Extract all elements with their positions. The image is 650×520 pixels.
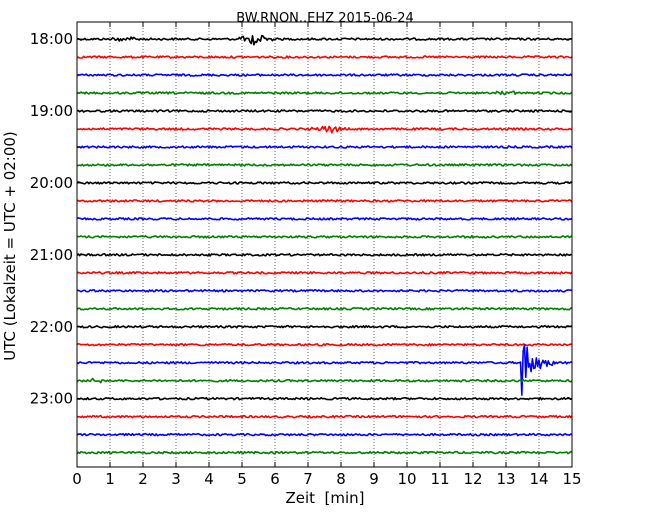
x-tick-label: 7 bbox=[303, 470, 313, 488]
x-tick-label: 9 bbox=[369, 470, 379, 488]
trace-1830 bbox=[76, 73, 573, 77]
trace-2345 bbox=[76, 450, 573, 455]
x-tick-label: 10 bbox=[397, 470, 416, 488]
y-tick-label: 21:00 bbox=[30, 246, 73, 264]
x-tick-label: 3 bbox=[171, 470, 181, 488]
plot-frame bbox=[76, 21, 573, 468]
trace-2145 bbox=[76, 306, 573, 311]
x-tick-label: 14 bbox=[529, 470, 548, 488]
trace-1900 bbox=[76, 109, 573, 113]
trace-2030 bbox=[76, 217, 573, 221]
x-axis-label: Zeit [min] bbox=[285, 489, 365, 507]
y-tick-label: 23:00 bbox=[30, 390, 73, 408]
trace-1800 bbox=[76, 34, 573, 46]
x-tick-label: 6 bbox=[270, 470, 280, 488]
x-tick-label: 15 bbox=[562, 470, 581, 488]
x-tick-label: 4 bbox=[204, 470, 214, 488]
trace-2100 bbox=[76, 253, 573, 257]
x-tick-label: 8 bbox=[336, 470, 346, 488]
trace-1845 bbox=[76, 90, 573, 96]
trace-2330 bbox=[76, 432, 573, 437]
trace-1930 bbox=[76, 145, 573, 149]
trace-1945 bbox=[76, 163, 573, 167]
y-tick-label: 20:00 bbox=[30, 174, 73, 192]
trace-2215 bbox=[76, 342, 573, 347]
x-tick-label: 5 bbox=[237, 470, 247, 488]
trace-2000 bbox=[76, 181, 573, 185]
y-tick-label: 19:00 bbox=[30, 102, 73, 120]
x-tick-label: 11 bbox=[430, 470, 449, 488]
trace-2315 bbox=[76, 414, 573, 419]
x-tick-label: 2 bbox=[138, 470, 148, 488]
trace-2045 bbox=[76, 235, 573, 239]
x-tick-label: 0 bbox=[72, 470, 82, 488]
trace-2115 bbox=[76, 271, 573, 275]
x-tick-label: 13 bbox=[496, 470, 515, 488]
trace-2015 bbox=[76, 199, 573, 203]
trace-2130 bbox=[76, 289, 573, 293]
x-tick-label: 1 bbox=[105, 470, 115, 488]
trace-2245 bbox=[76, 377, 573, 384]
y-axis-label: UTC (Lokalzeit = UTC + 02:00) bbox=[1, 131, 19, 361]
y-tick-label: 18:00 bbox=[30, 30, 73, 48]
trace-1915 bbox=[76, 125, 573, 134]
trace-2230 bbox=[76, 344, 573, 396]
y-tick-label: 22:00 bbox=[30, 318, 73, 336]
trace-2200 bbox=[76, 324, 573, 329]
trace-1815 bbox=[76, 55, 573, 59]
trace-2300 bbox=[76, 396, 573, 401]
x-tick-label: 12 bbox=[463, 470, 482, 488]
